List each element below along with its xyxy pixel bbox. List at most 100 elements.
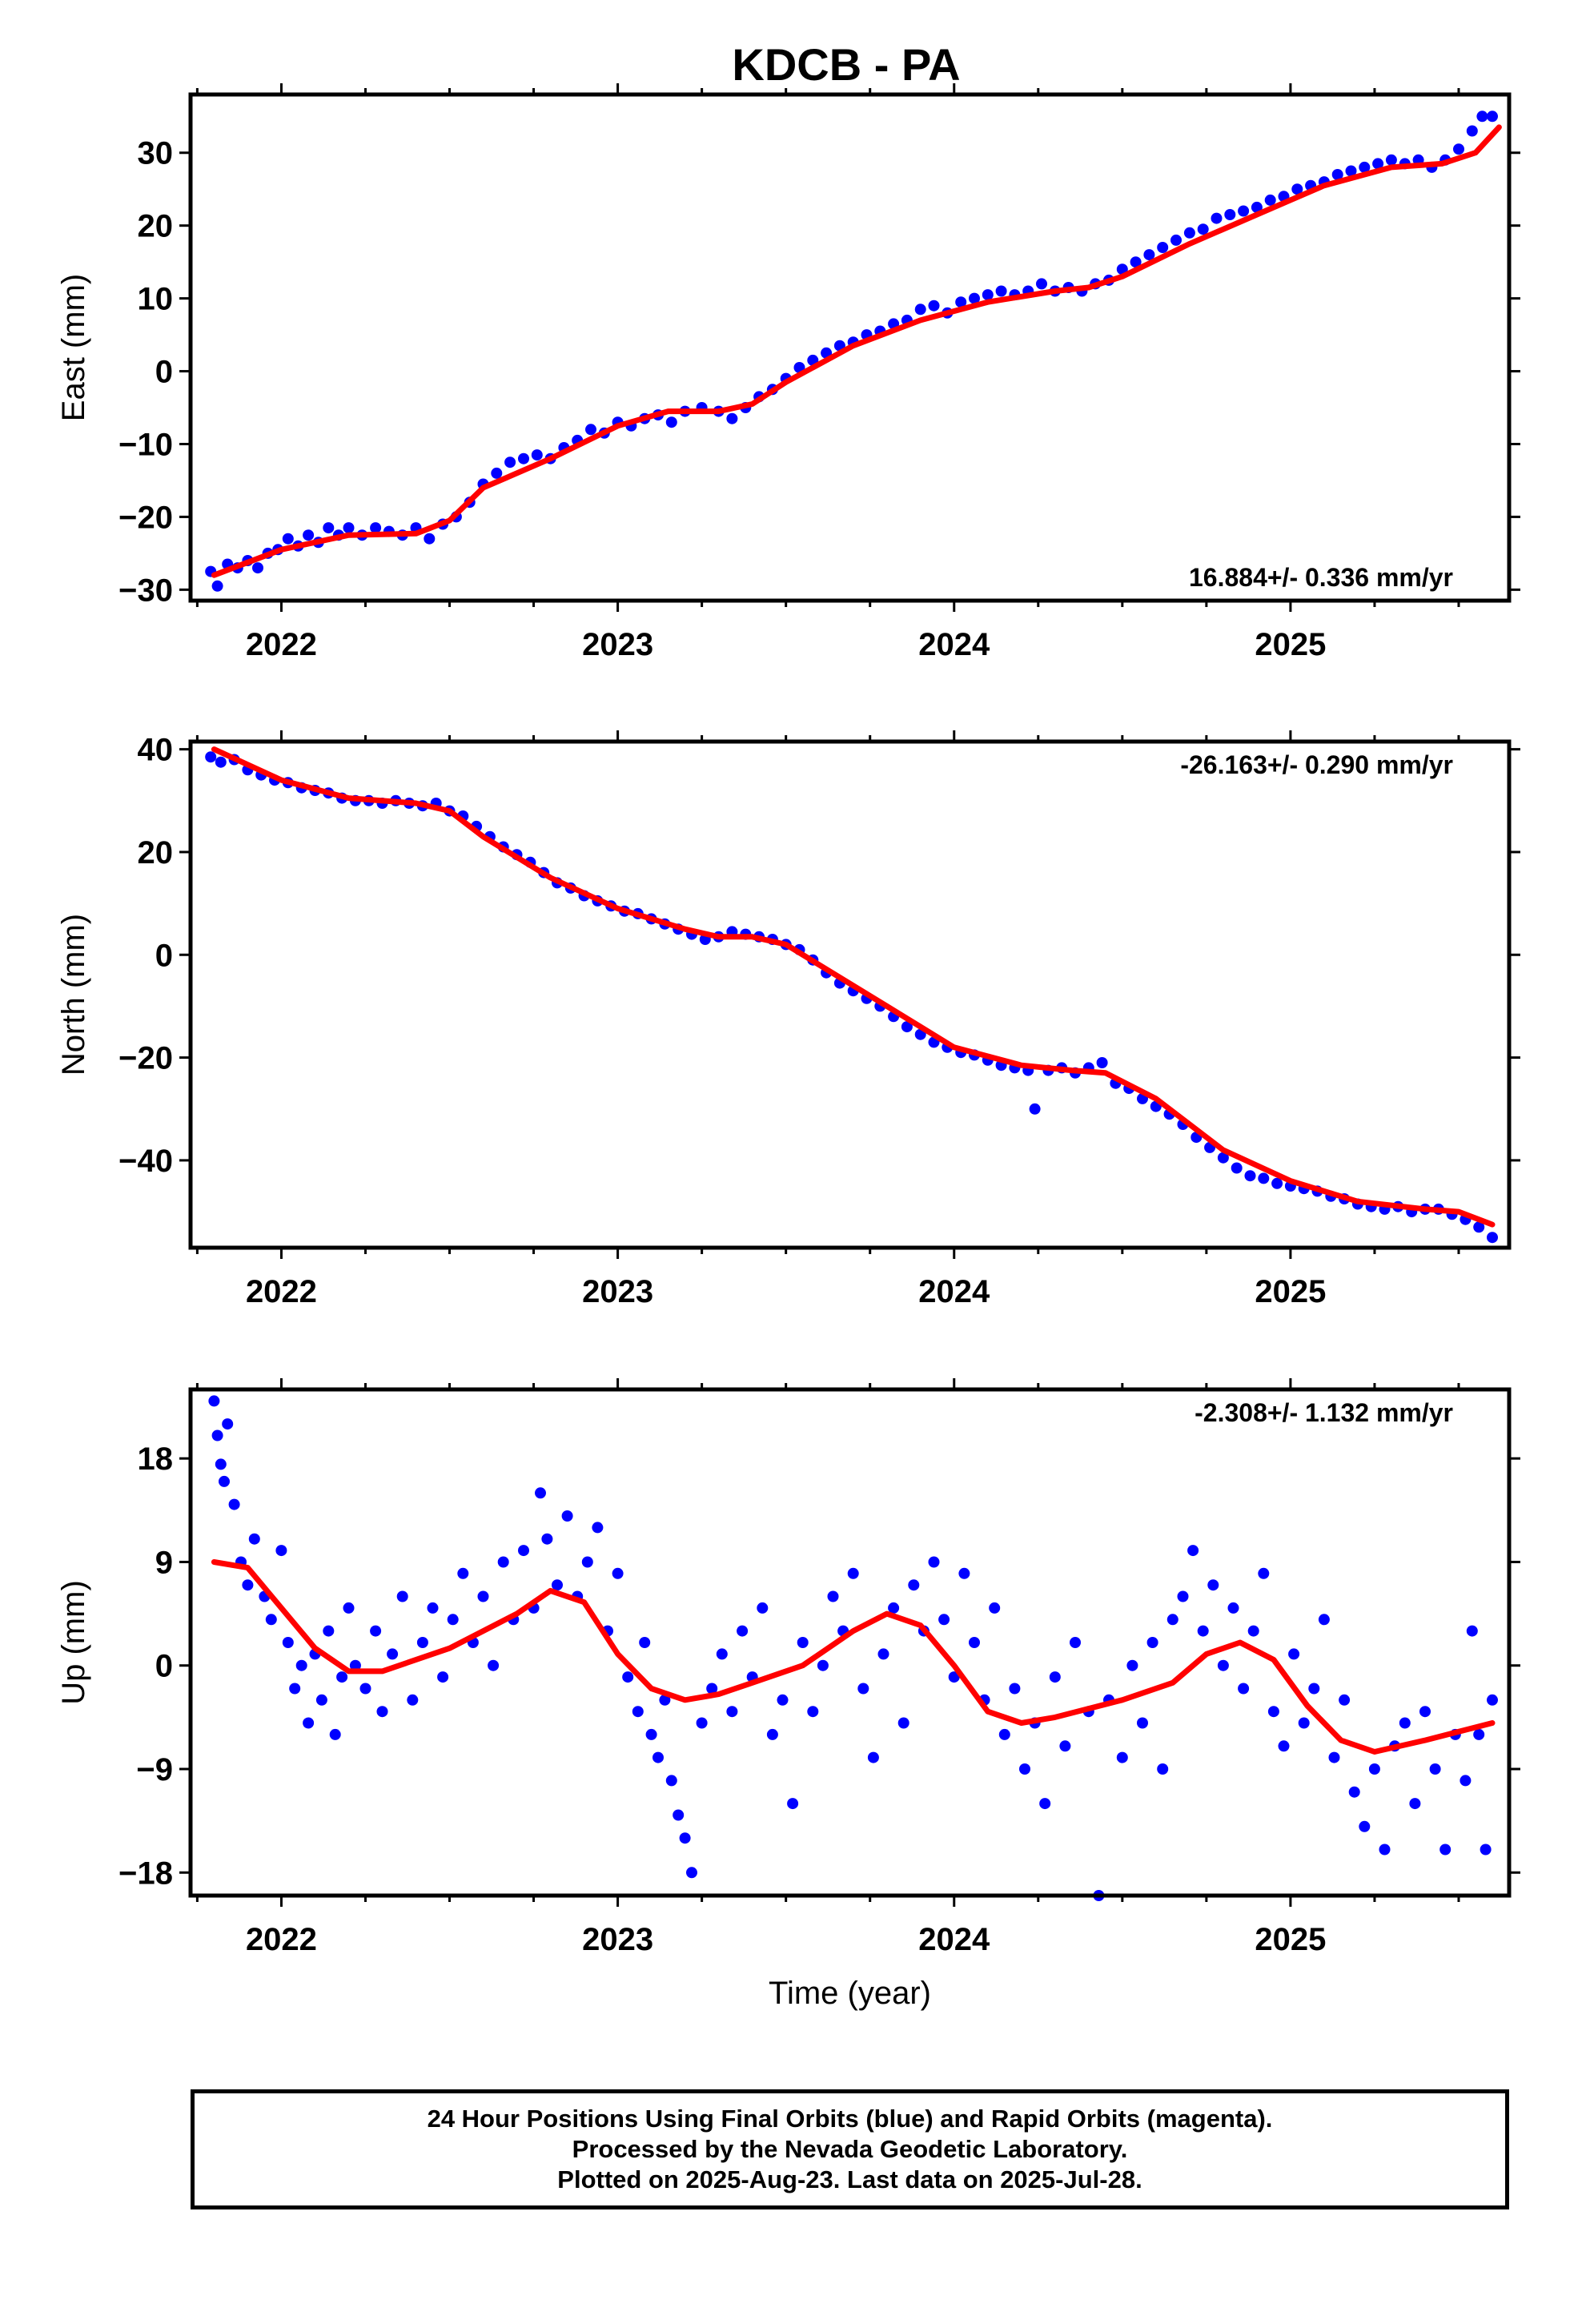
data-point	[877, 1648, 889, 1660]
data-point	[928, 1556, 940, 1568]
data-point	[416, 1637, 428, 1648]
data-point	[928, 300, 940, 312]
data-point	[665, 416, 677, 428]
data-point	[989, 1602, 1001, 1614]
x-tick-label: 2023	[582, 1922, 653, 1957]
data-point	[1143, 249, 1155, 261]
data-point	[827, 1590, 839, 1602]
y-tick-label: 0	[155, 1649, 173, 1684]
data-point	[1345, 165, 1357, 177]
data-point	[1244, 1170, 1256, 1182]
x-tick-label: 2023	[582, 627, 653, 662]
data-point	[969, 1637, 980, 1648]
north-panel: 40 20 0 −20 −40 2022 2023 2024 2025 North (mm) -26…	[56, 730, 1520, 1309]
data-point	[447, 1614, 459, 1626]
y-tick-label: 10	[138, 282, 174, 317]
data-point	[1487, 111, 1498, 123]
data-point	[1170, 234, 1182, 246]
data-point	[639, 1637, 651, 1648]
data-point	[867, 1751, 879, 1763]
x-tick-label: 2022	[246, 627, 317, 662]
data-point	[1487, 1694, 1498, 1706]
data-points	[205, 111, 1498, 592]
data-point	[645, 1728, 657, 1740]
data-point	[376, 1706, 388, 1718]
data-point	[1059, 1740, 1071, 1752]
y-tick-label: 40	[138, 733, 174, 768]
data-point	[1137, 1717, 1148, 1729]
data-point	[1348, 1786, 1360, 1798]
data-point	[706, 1683, 718, 1695]
data-point	[541, 1533, 553, 1545]
x-tick-label: 2025	[1255, 1274, 1326, 1309]
data-point	[329, 1728, 341, 1740]
data-point	[1197, 1625, 1209, 1637]
data-point	[857, 1683, 869, 1695]
data-point	[215, 1458, 227, 1470]
data-point	[396, 1590, 408, 1602]
data-point	[726, 412, 738, 424]
data-point	[1291, 183, 1303, 195]
velocity-rate-label: -26.163+/- 0.290 mm/yr	[1180, 750, 1453, 779]
data-point	[303, 1717, 315, 1729]
data-point	[387, 1648, 399, 1660]
data-point	[211, 1429, 223, 1441]
data-points	[205, 751, 1498, 1244]
data-point	[265, 1614, 277, 1626]
data-point	[1473, 1728, 1485, 1740]
data-point	[1039, 1798, 1051, 1810]
data-point	[1372, 158, 1384, 170]
data-point	[427, 1602, 439, 1614]
x-tick-label: 2022	[246, 1922, 317, 1957]
model-fit-line	[211, 124, 1502, 578]
y-tick-label: −10	[118, 427, 173, 462]
x-tick-label: 2025	[1255, 627, 1326, 662]
y-tick-label: 0	[155, 938, 173, 973]
data-point	[938, 1614, 950, 1626]
data-point	[592, 1522, 604, 1534]
data-point	[612, 1567, 624, 1579]
data-point	[1368, 1763, 1380, 1775]
footer-line-3: Plotted on 2025-Aug-23. Last data on 202…	[557, 2165, 1142, 2193]
y-axis-label: Up (mm)	[56, 1580, 91, 1705]
data-point	[622, 1671, 634, 1683]
data-point	[716, 1648, 728, 1660]
data-point	[349, 1659, 361, 1671]
data-point	[982, 289, 994, 301]
data-point	[1036, 278, 1047, 290]
data-point	[1238, 205, 1250, 217]
data-point	[1251, 201, 1263, 213]
data-point	[424, 533, 436, 545]
data-point	[1231, 1162, 1243, 1174]
y-tick-label: −20	[118, 1041, 173, 1076]
x-tick-label: 2024	[918, 1274, 990, 1309]
data-point	[1331, 169, 1343, 180]
data-point	[407, 1694, 419, 1706]
data-point	[1146, 1637, 1158, 1648]
data-point	[370, 1625, 382, 1637]
data-point	[1157, 242, 1169, 253]
data-point	[1466, 1625, 1478, 1637]
data-point	[665, 1775, 677, 1787]
data-point	[323, 522, 335, 534]
y-tick-label: −9	[136, 1752, 173, 1787]
data-point	[1211, 212, 1223, 224]
footer-line-2: Processed by the Nevada Geodetic Laborat…	[572, 2135, 1128, 2163]
data-point	[1419, 1706, 1431, 1718]
data-point	[787, 1798, 799, 1810]
y-tick-label: −18	[118, 1856, 173, 1891]
data-point	[303, 529, 315, 541]
data-point	[998, 1728, 1010, 1740]
data-point	[1359, 161, 1371, 173]
data-point	[1029, 1103, 1041, 1115]
data-point	[817, 1659, 829, 1671]
data-point	[1439, 1844, 1452, 1856]
plot-frame	[188, 1387, 1512, 1898]
data-point	[914, 304, 926, 316]
y-tick-label: −30	[118, 573, 173, 608]
data-point	[1264, 194, 1276, 206]
x-tick-label: 2022	[246, 1274, 317, 1309]
data-point	[1187, 1545, 1199, 1557]
data-point	[1258, 1172, 1270, 1184]
